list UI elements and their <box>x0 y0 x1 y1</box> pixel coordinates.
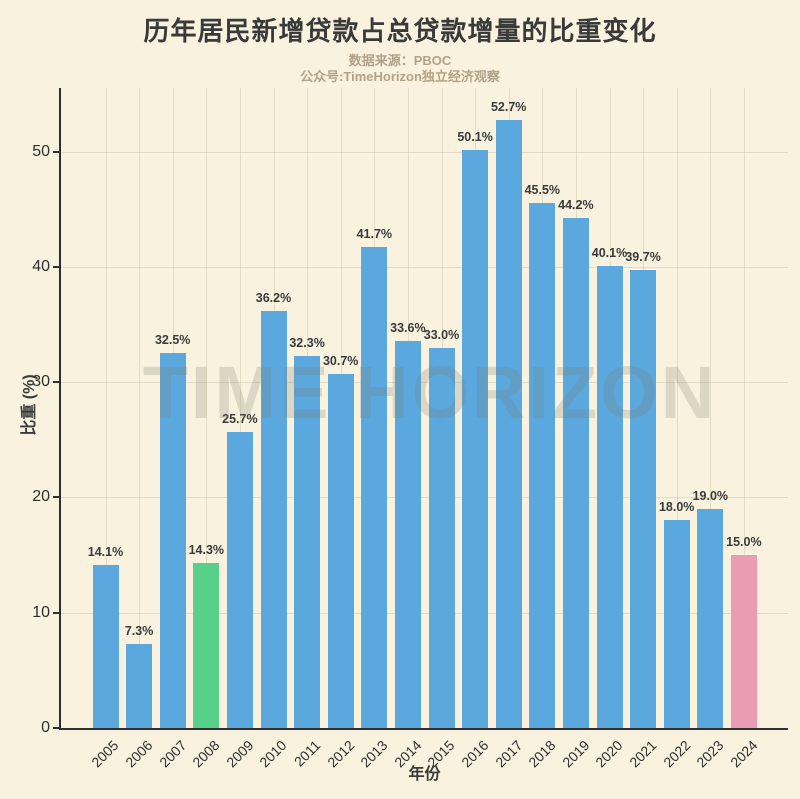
bar-2024 <box>730 555 757 728</box>
bar-value-label: 14.3% <box>188 543 225 558</box>
bar-2008 <box>193 563 220 728</box>
bar-value-label: 30.7% <box>322 354 359 369</box>
bar-value-label: 33.0% <box>423 327 460 342</box>
gridline <box>743 88 745 728</box>
bar-2010 <box>260 310 287 728</box>
bar-value-label: 32.3% <box>289 335 325 350</box>
gridline <box>710 88 712 728</box>
bar-value-label: 14.1% <box>87 545 124 560</box>
x-axis-spine <box>59 728 788 730</box>
gridline <box>61 266 788 268</box>
bar-value-label: 45.5% <box>524 183 561 198</box>
bar-2006 <box>126 643 153 728</box>
bar-value-label: 44.2% <box>558 198 594 213</box>
bar-2020 <box>596 265 623 728</box>
bar-2022 <box>663 520 690 728</box>
bar-2009 <box>226 431 253 728</box>
bar-2017 <box>495 120 522 728</box>
bar-value-label: 52.7% <box>490 100 527 115</box>
chart-subtitle-account: 公众号:TimeHorizon独立经济观察 <box>300 69 500 84</box>
y-axis-spine <box>59 88 61 730</box>
y-tick-mark <box>53 496 59 499</box>
y-tick-mark <box>53 611 59 614</box>
y-tick-label: 0 <box>41 719 50 736</box>
bar-2019 <box>562 218 589 728</box>
bar-2011 <box>294 355 321 728</box>
y-tick-mark <box>53 727 59 729</box>
bar-value-label: 15.0% <box>726 535 762 550</box>
bar-value-label: 32.5% <box>154 333 191 348</box>
bar-2016 <box>462 150 489 728</box>
bar-value-label: 41.7% <box>356 227 393 242</box>
bar-value-label: 18.0% <box>658 500 695 515</box>
bar-value-label: 50.1% <box>457 130 493 145</box>
y-tick-mark <box>53 265 59 268</box>
bar-value-label: 33.6% <box>390 320 426 335</box>
bar-2005 <box>92 565 119 728</box>
chart-title: 历年居民新增贷款占总贷款增量的比重变化 <box>143 16 657 46</box>
bar-value-label: 39.7% <box>625 250 661 265</box>
bar-value-label: 40.1% <box>591 245 628 260</box>
bar-value-label: 36.2% <box>255 290 292 305</box>
gridline <box>239 88 241 728</box>
bar-2014 <box>394 340 421 728</box>
bar-value-label: 25.7% <box>222 411 258 426</box>
bar-value-label: 19.0% <box>692 488 729 503</box>
y-tick-label: 50 <box>32 142 50 160</box>
chart-subtitle-source: 数据来源：PBOC <box>348 53 452 68</box>
bar-2018 <box>529 203 556 728</box>
y-tick-label: 40 <box>32 257 50 275</box>
bar-2021 <box>630 270 657 728</box>
gridline <box>61 382 788 384</box>
bar-2007 <box>159 353 186 728</box>
bar-2015 <box>428 347 455 728</box>
y-tick-label: 30 <box>32 373 50 391</box>
gridline <box>105 88 107 728</box>
x-axis-title: 年份 <box>408 766 441 783</box>
y-tick-label: 20 <box>32 488 50 506</box>
gridline <box>61 612 788 614</box>
gridline <box>139 88 141 728</box>
gridline <box>61 151 788 153</box>
gridline <box>676 88 678 728</box>
y-tick-mark <box>53 381 59 384</box>
bar-2023 <box>697 508 724 728</box>
gridline <box>206 88 208 728</box>
bar-2012 <box>327 374 354 728</box>
gridline <box>61 497 788 499</box>
bar-value-label: 7.3% <box>124 623 154 638</box>
y-tick-mark <box>53 150 59 153</box>
y-tick-label: 10 <box>32 603 50 621</box>
bar-2013 <box>361 247 388 728</box>
